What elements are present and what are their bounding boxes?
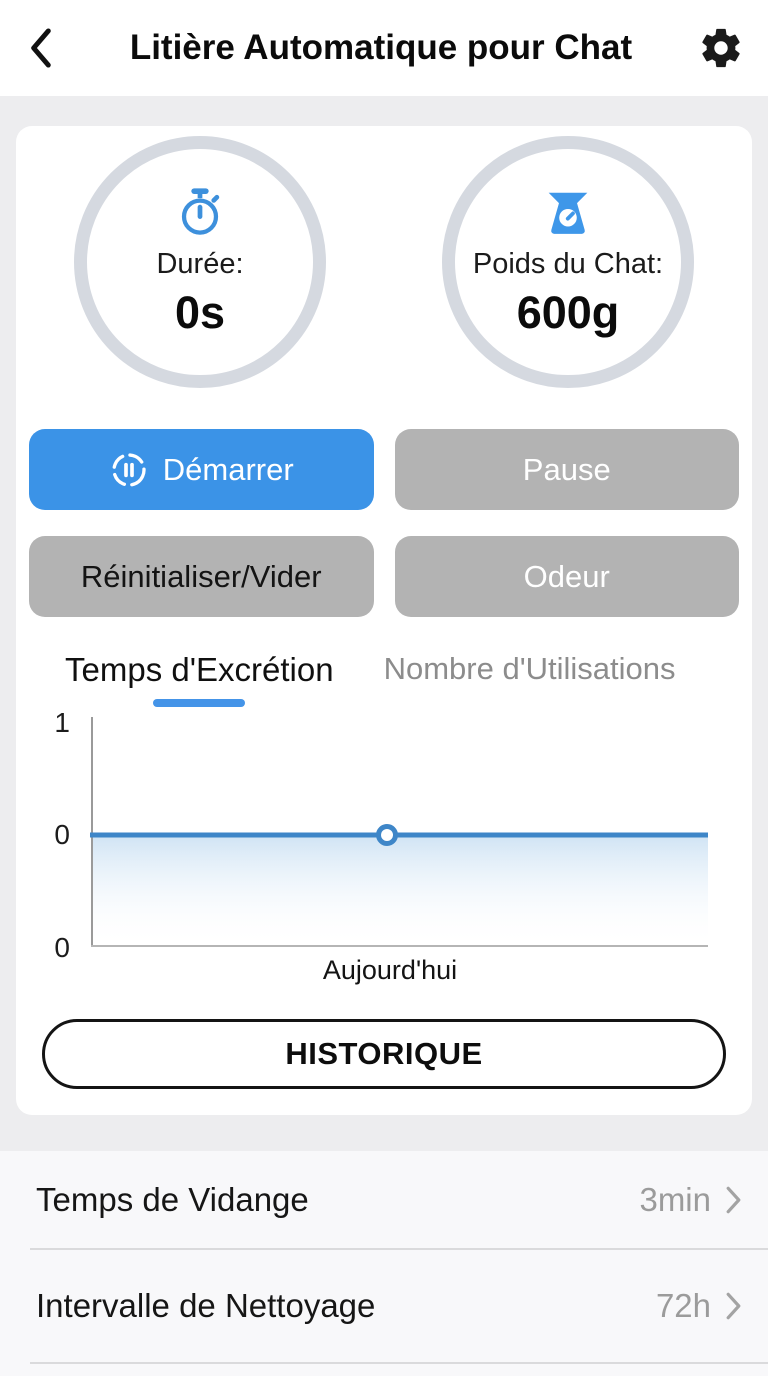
chevron-left-icon: [31, 28, 51, 68]
tab-excretion-time[interactable]: Temps d'Excrétion: [65, 651, 334, 707]
chevron-right-icon: [726, 1186, 741, 1213]
chart-tabs: Temps d'Excrétion Nombre d'Utilisations: [65, 651, 752, 707]
duration-circle: Durée: 0s: [74, 136, 326, 388]
y-axis-tick: 0: [54, 819, 70, 850]
stopwatch-icon: [181, 187, 220, 235]
back-button[interactable]: [24, 26, 68, 70]
divider: [30, 1248, 768, 1250]
chevron-right-icon: [726, 1292, 741, 1320]
data-point-marker: [376, 824, 398, 846]
reset-empty-button[interactable]: Réinitialiser/Vider: [29, 536, 374, 617]
drain-time-value: 3min: [639, 1180, 711, 1218]
y-axis-tick: 0: [54, 932, 70, 963]
start-button[interactable]: Démarrer: [29, 429, 374, 510]
duration-label: Durée:: [156, 247, 244, 280]
x-axis-label: Aujourd'hui: [322, 955, 458, 985]
control-buttons: Démarrer Pause Réinitialiser/Vider Odeur: [29, 429, 739, 617]
active-tab-underline: [153, 699, 246, 707]
tab-excretion-time-label: Temps d'Excrétion: [65, 651, 334, 688]
settings-button[interactable]: [694, 25, 744, 71]
weight-value: 600g: [516, 286, 620, 338]
cleaning-interval-value: 72h: [655, 1287, 711, 1324]
chart-plot-area: [90, 717, 708, 947]
pause-button[interactable]: Pause: [394, 429, 739, 510]
odor-button[interactable]: Odeur: [394, 536, 739, 617]
list-item-drain-time[interactable]: Temps de Vidange 3min: [0, 1151, 768, 1248]
y-axis-tick: 1: [54, 707, 70, 738]
weight-circle: Poids du Chat: 600g: [442, 136, 694, 388]
tab-usage-count[interactable]: Nombre d'Utilisations: [383, 651, 676, 686]
history-button[interactable]: HISTORIQUE: [42, 1019, 726, 1089]
page-title: Litière Automatique pour Chat: [129, 28, 633, 67]
divider: [30, 1362, 768, 1364]
stat-circles: Durée: 0s Poids du Chat: 600g: [16, 136, 752, 388]
cleaning-interval-label: Intervalle de Nettoyage: [36, 1287, 376, 1324]
settings-list: Temps de Vidange 3min Intervalle de Nett…: [0, 1151, 768, 1376]
scale-icon: [548, 192, 588, 234]
chart-area-fill: [92, 837, 708, 947]
start-button-label: Démarrer: [162, 451, 294, 487]
duration-value: 0s: [174, 286, 226, 338]
pause-dashed-circle-icon: [112, 452, 146, 487]
gear-icon: [702, 28, 740, 68]
weight-label: Poids du Chat:: [472, 247, 664, 280]
list-item-cleaning-interval[interactable]: Intervalle de Nettoyage 72h: [0, 1250, 768, 1362]
excretion-chart: 1 0 0 Aujourd'hui: [16, 707, 752, 985]
app-header: Litière Automatique pour Chat: [0, 0, 768, 96]
drain-time-label: Temps de Vidange: [36, 1180, 309, 1218]
device-card: Durée: 0s Poids du Chat: 600g Démarrer P…: [16, 126, 752, 1115]
